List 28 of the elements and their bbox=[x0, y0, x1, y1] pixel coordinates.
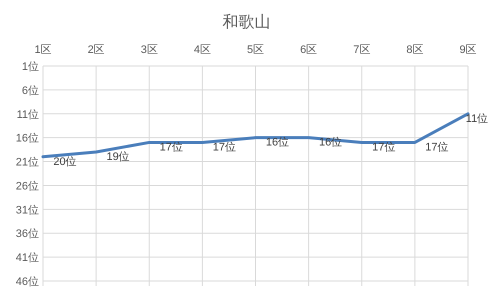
y-tick-label: 31位 bbox=[16, 204, 39, 216]
data-label: 20位 bbox=[53, 156, 77, 168]
x-tick-label: 8区 bbox=[406, 44, 424, 56]
x-tick-label: 9区 bbox=[459, 44, 477, 56]
x-tick-label: 6区 bbox=[300, 44, 318, 56]
x-tick-label: 4区 bbox=[194, 44, 211, 56]
data-label: 19位 bbox=[106, 151, 130, 163]
x-tick-label: 7区 bbox=[353, 44, 370, 56]
x-tick-label: 2区 bbox=[88, 44, 105, 56]
y-tick-label: 46位 bbox=[16, 276, 39, 288]
x-tick-label: 1区 bbox=[34, 44, 52, 56]
y-tick-label: 26位 bbox=[16, 180, 39, 192]
x-tick-label: 5区 bbox=[246, 44, 264, 56]
chart-title: 和歌山 bbox=[222, 13, 270, 31]
data-label: 11位 bbox=[466, 112, 488, 125]
data-label: 17位 bbox=[372, 141, 396, 154]
data-label: 17位 bbox=[425, 141, 448, 154]
y-tick-label: 6位 bbox=[22, 84, 39, 97]
data-label: 17位 bbox=[212, 141, 236, 154]
y-tick-label: 16位 bbox=[16, 132, 39, 145]
data-label: 17位 bbox=[160, 141, 183, 154]
y-tick-label: 41位 bbox=[16, 252, 39, 264]
data-label: 16位 bbox=[266, 136, 290, 149]
x-tick-label: 3区 bbox=[140, 44, 158, 56]
y-tick-label: 1位 bbox=[22, 61, 39, 73]
y-tick-label: 11位 bbox=[16, 108, 39, 121]
y-tick-label: 21位 bbox=[16, 156, 39, 169]
y-tick-label: 36位 bbox=[16, 228, 39, 240]
